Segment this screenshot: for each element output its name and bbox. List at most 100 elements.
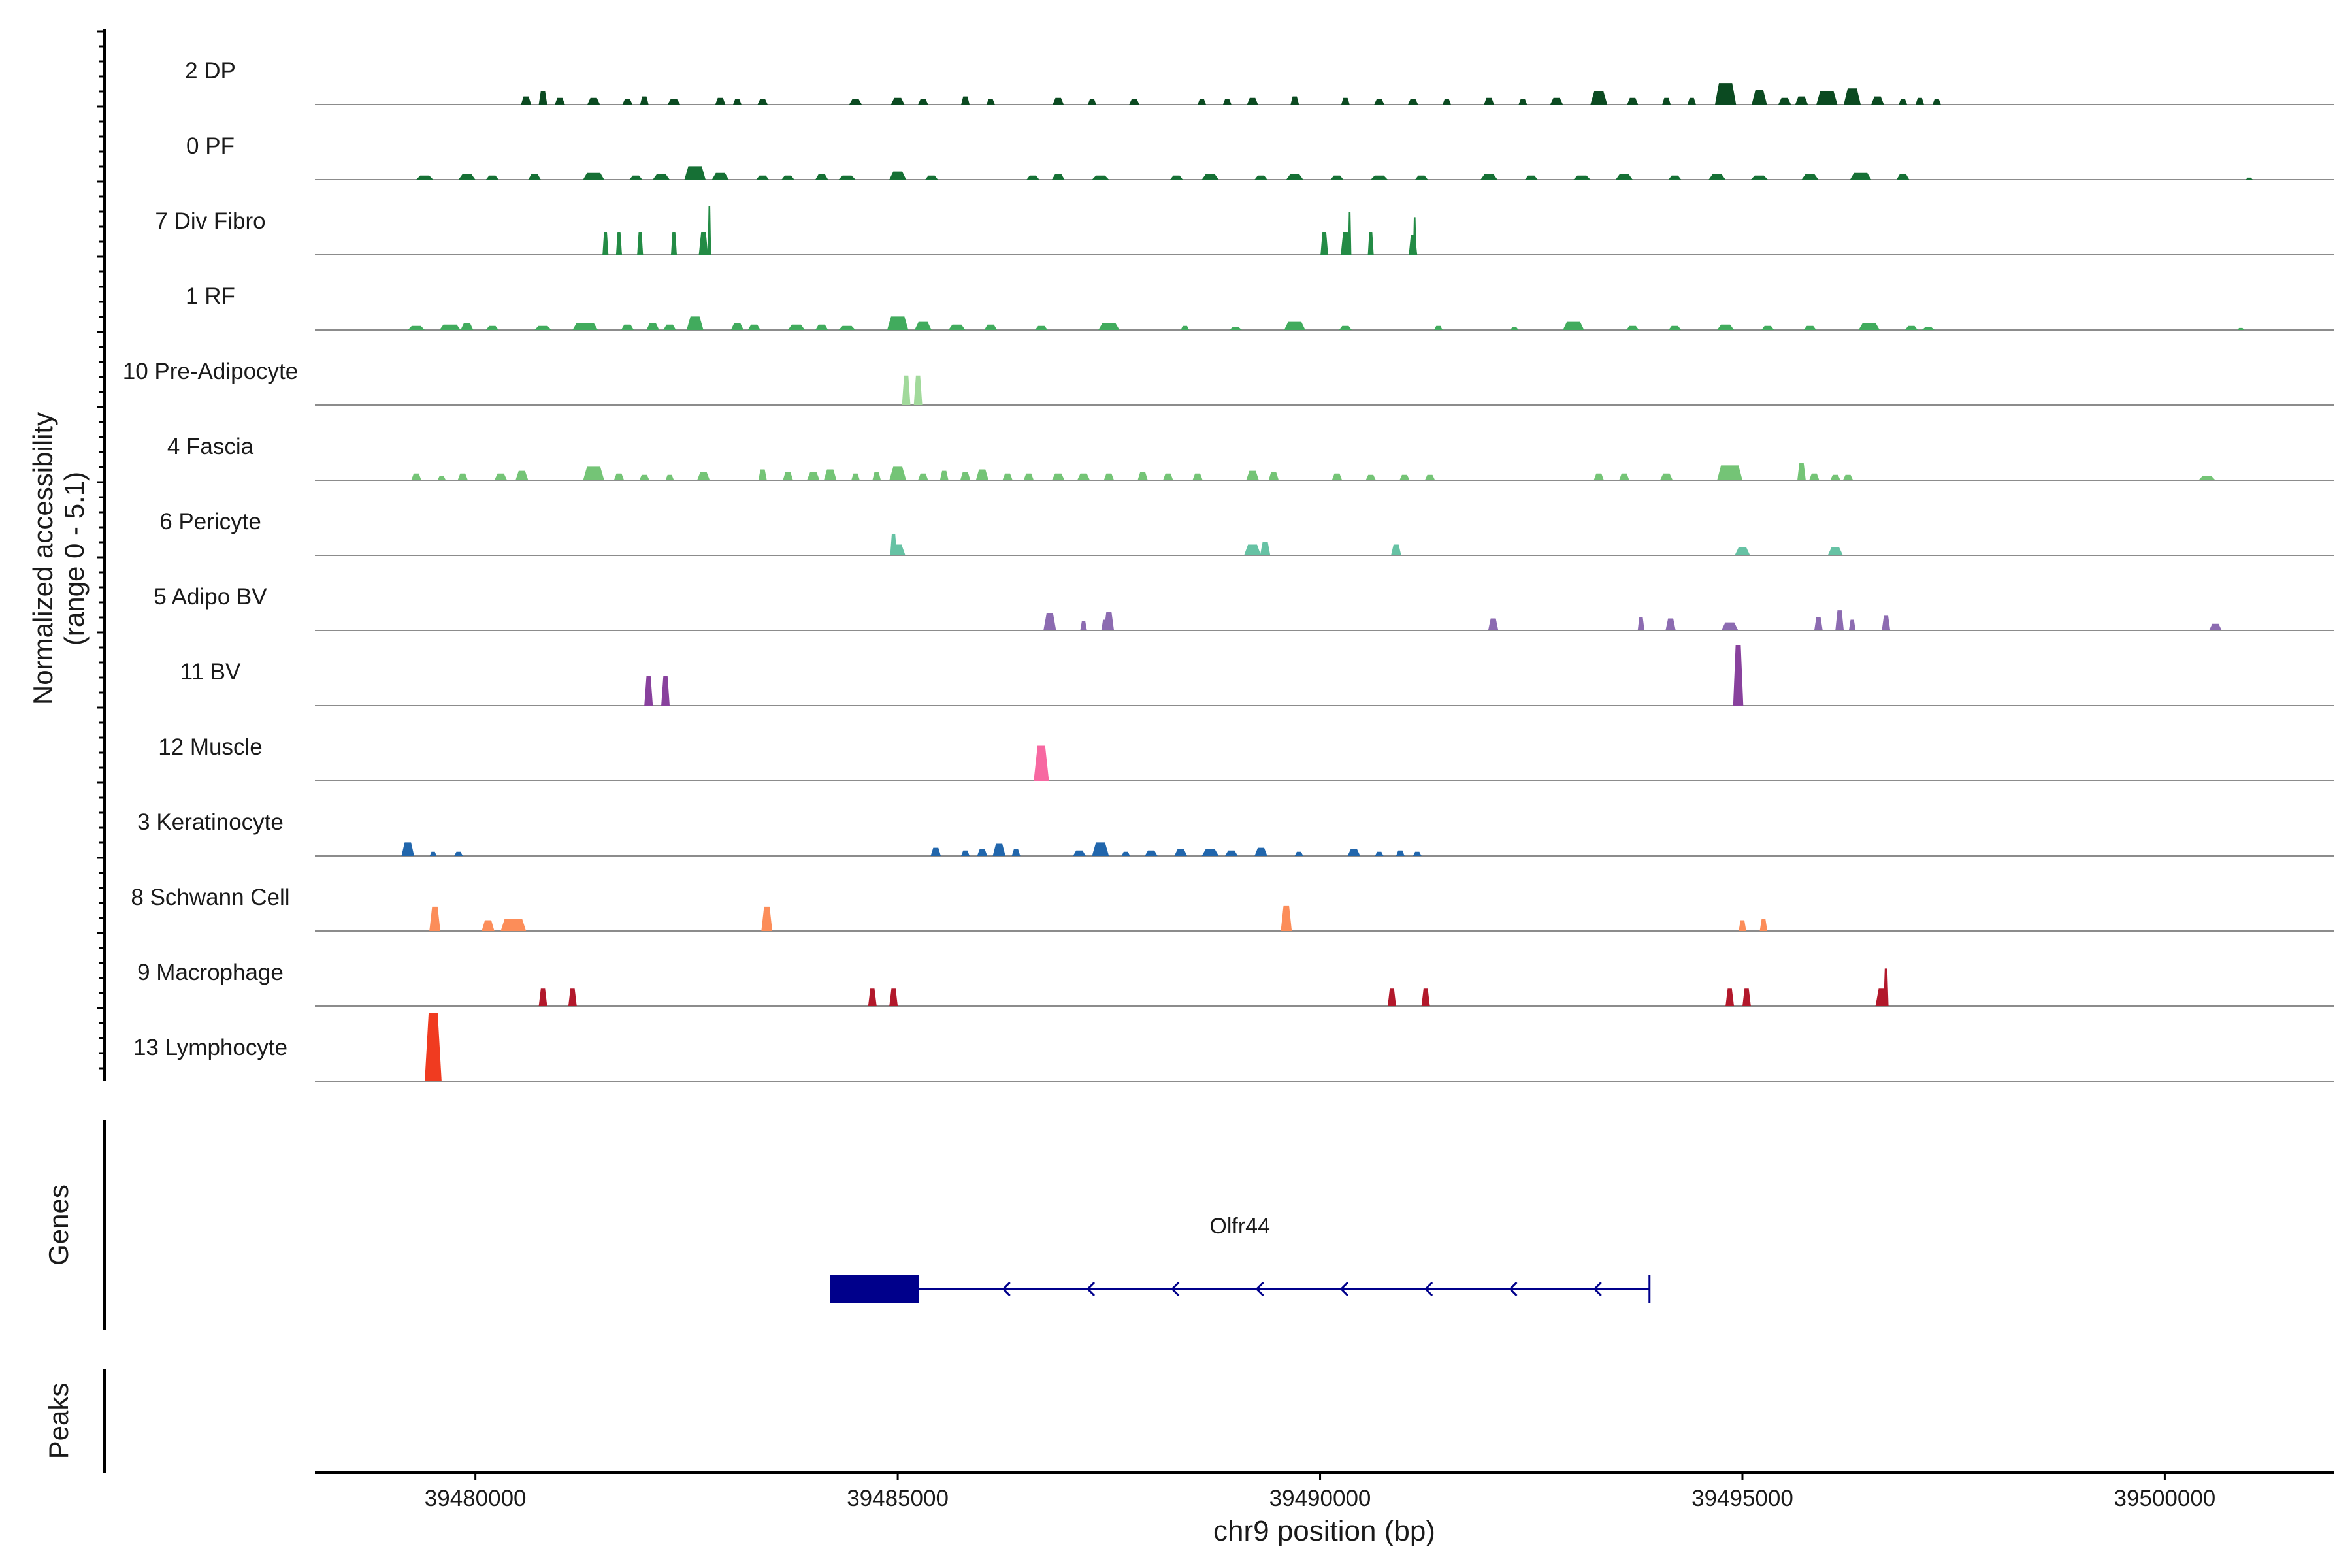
track-label: 9 Macrophage <box>137 960 284 985</box>
coverage-peak <box>925 175 938 180</box>
coverage-peak <box>538 988 547 1006</box>
gene-name-label: Olfr44 <box>1209 1214 1270 1239</box>
coverage-peak <box>1098 323 1120 330</box>
coverage-peak <box>1563 321 1584 330</box>
coverage-peak <box>889 466 906 480</box>
coverage-peak <box>914 321 932 330</box>
track: 3 Keratinocyte <box>137 809 2334 857</box>
coverage-peak <box>1254 847 1267 856</box>
coverage-peak <box>1247 97 1258 105</box>
coverage-peak <box>1668 325 1682 330</box>
coverage-peak <box>629 175 642 180</box>
coverage-peak <box>902 375 911 405</box>
coverage-peak <box>807 472 820 480</box>
track: 13 Lymphocyte <box>133 1013 2334 1082</box>
coverage-peak <box>1011 849 1021 856</box>
gene-model: Olfr44 <box>830 1214 1651 1303</box>
coverage-peak <box>1391 544 1401 555</box>
y-axis-label: Normalized accessibility <box>27 412 58 705</box>
coverage-peak <box>1371 175 1388 180</box>
coverage-peak <box>1619 473 1629 480</box>
coverage-peak <box>733 99 742 105</box>
coverage-peak <box>960 472 971 480</box>
coverage-peak <box>646 323 659 330</box>
coverage-peak <box>485 175 499 180</box>
coverage-peak <box>1170 175 1183 180</box>
strand-arrow <box>1002 1281 1011 1297</box>
track-label: 0 PF <box>186 133 235 159</box>
coverage-peak <box>1814 617 1823 630</box>
genes-panel-label: Genes <box>43 1184 74 1266</box>
coverage-peak <box>851 473 860 480</box>
coverage-peak <box>890 544 906 555</box>
coverage-peak <box>1662 97 1671 105</box>
coverage-peak <box>1842 474 1854 480</box>
coverage-peak <box>572 323 598 330</box>
coverage-peak <box>838 175 856 180</box>
coverage-peak <box>815 174 828 180</box>
coverage-peak <box>1687 97 1696 105</box>
coverage-peak <box>1225 850 1238 856</box>
track-label: 5 Adipo BV <box>154 584 267 610</box>
track: 8 Schwann Cell <box>131 885 2334 932</box>
coverage-peak <box>1801 174 1819 180</box>
coverage-peak <box>408 325 425 330</box>
coverage-peak <box>1835 610 1844 630</box>
coverage-peak <box>890 97 905 105</box>
coverage-peak <box>1246 470 1259 480</box>
coverage-peak <box>1850 172 1872 180</box>
coverage-peak <box>538 91 547 105</box>
coverage-peak <box>1365 474 1376 480</box>
coverage-peak <box>1637 617 1644 630</box>
strand-arrow <box>1593 1281 1602 1297</box>
coverage-peak <box>918 99 928 105</box>
strand-arrow <box>1424 1281 1433 1297</box>
coverage-peak <box>1254 175 1267 180</box>
coverage-peak <box>1659 473 1673 480</box>
coverage-peak <box>1341 232 1350 255</box>
coverage-peak <box>1092 175 1109 180</box>
coverage-peak <box>1590 91 1608 105</box>
coverage-peak <box>1739 920 1746 931</box>
x-tick-label: 39500000 <box>2114 1486 2216 1511</box>
coverage-peak <box>1882 615 1891 630</box>
coverage-peak <box>757 99 768 105</box>
track-label: 3 Keratinocyte <box>137 809 284 835</box>
coverage-peak <box>555 97 565 105</box>
coverage-peak <box>401 842 414 856</box>
track: 2 DP <box>185 58 2334 105</box>
coverage-peak <box>1052 473 1065 480</box>
coverage-peak <box>429 851 437 856</box>
coverage-peak <box>930 847 941 856</box>
track-label: 13 Lymphocyte <box>133 1035 287 1060</box>
coverage-peak <box>644 676 653 706</box>
coverage-peak <box>977 849 988 856</box>
coverage-peak <box>583 172 604 180</box>
coverage-peak <box>1088 99 1096 105</box>
coverage-peak <box>1320 232 1328 255</box>
coverage-peak <box>868 988 877 1006</box>
track: 7 Div Fibro <box>155 206 2334 255</box>
coverage-peak <box>583 466 604 480</box>
x-tick-label: 39480000 <box>425 1486 527 1511</box>
coverage-peak <box>454 851 463 856</box>
coverage-peak <box>1396 850 1405 856</box>
coverage-peak <box>1668 175 1682 180</box>
coverage-peak <box>684 166 706 180</box>
track: 4 Fascia <box>167 434 2334 481</box>
strand-arrow <box>1255 1281 1264 1297</box>
coverage-peak <box>948 324 966 330</box>
coverage-peak <box>918 473 928 480</box>
coverage-peak <box>1286 174 1303 180</box>
track-label: 2 DP <box>185 58 236 84</box>
coverage-peak <box>637 232 644 255</box>
coverage-peak <box>1778 97 1791 105</box>
coverage-peak <box>1421 988 1430 1006</box>
coverage-peak <box>1294 851 1303 856</box>
coverage-peak <box>1761 325 1774 330</box>
coverage-peak <box>788 324 805 330</box>
coverage-peak <box>621 324 634 330</box>
coverage-peak <box>500 919 527 931</box>
coverage-peak <box>1488 618 1499 630</box>
strand-arrow <box>1171 1281 1180 1297</box>
